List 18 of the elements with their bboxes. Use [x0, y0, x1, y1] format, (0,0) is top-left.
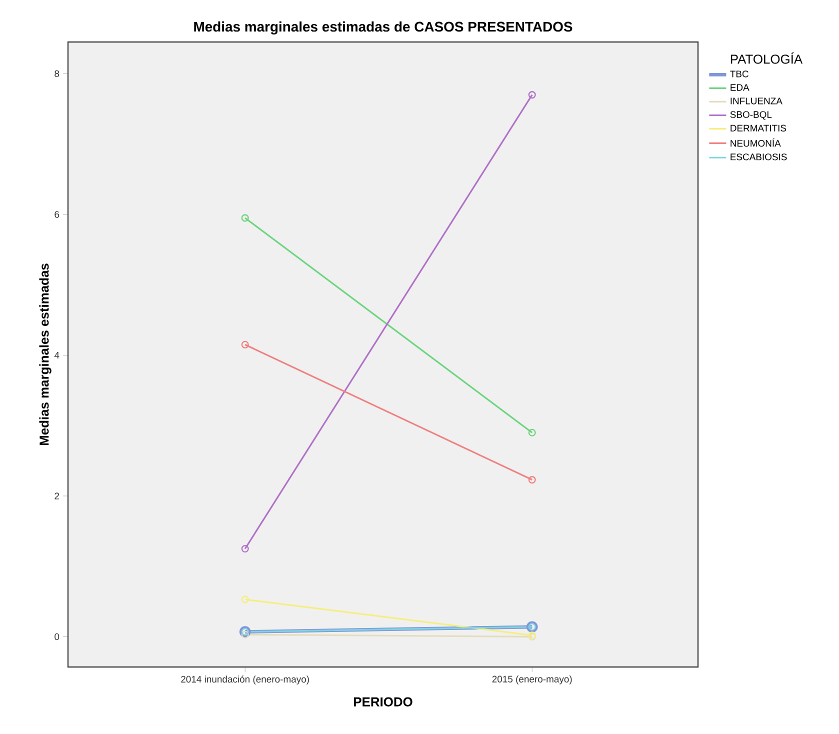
y-tick-label: 4: [54, 352, 60, 358]
chart-title: Medias marginales estimadas de CASOS PRESENTADOS: [194, 21, 572, 34]
x-tick-label: 2014 inundación (enero-mayo): [181, 676, 309, 684]
x-axis-title: PERIODO: [354, 697, 412, 706]
legend-label: ESCABIOSIS: [730, 154, 787, 160]
y-tick-label: 2: [54, 492, 60, 500]
y-tick-label: 0: [54, 633, 60, 640]
x-tick-label: 2015 (enero-mayo): [492, 676, 572, 684]
legend-label: NEUMONÍA: [730, 138, 781, 147]
legend-title: PATOLOGÍA: [730, 52, 803, 64]
legend-label: INFLUENZA: [730, 98, 782, 104]
y-axis-title: Medias marginales estimadas: [39, 264, 52, 446]
y-tick-label: 8: [54, 70, 60, 78]
y-tick-label: 6: [54, 211, 60, 218]
legend-label: DERMATITIS: [730, 124, 786, 132]
legend-label: TBC: [730, 70, 748, 78]
legend-label: EDA: [730, 84, 750, 91]
legend-label: SBO-BQL: [730, 111, 772, 120]
